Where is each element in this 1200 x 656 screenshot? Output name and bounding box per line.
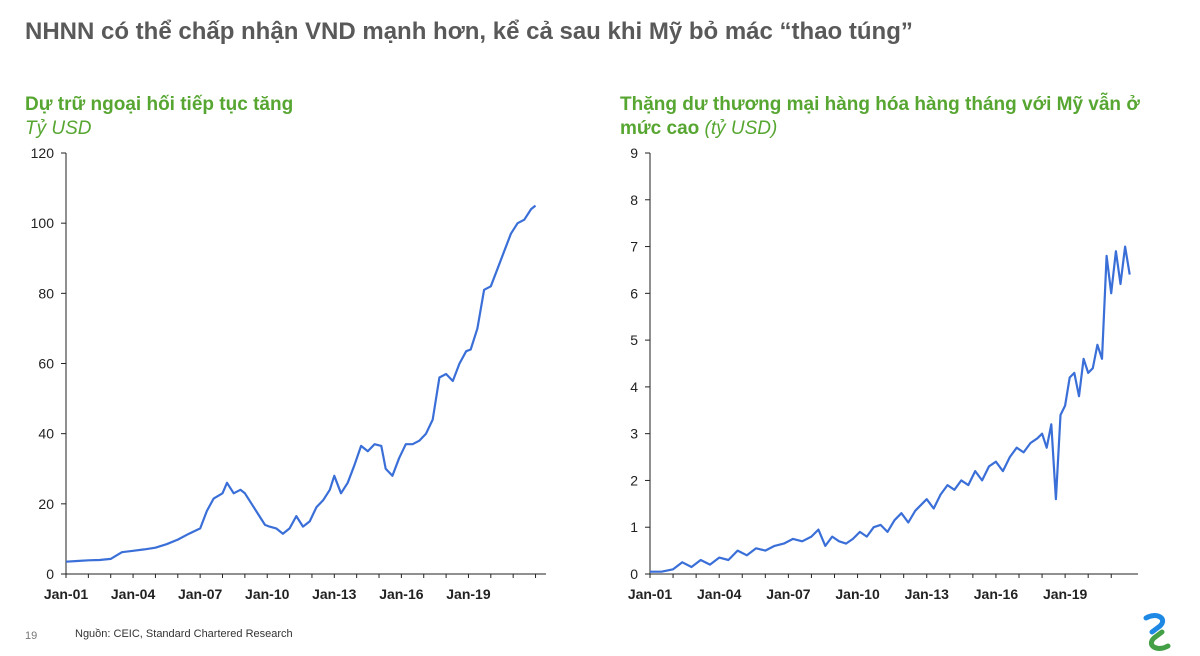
chart-title-trade-text: Thặng dư thương mại hàng hóa hàng tháng … <box>620 94 1140 139</box>
x-tick-label: Jan-19 <box>446 586 491 602</box>
x-tick-label: Jan-07 <box>178 586 223 602</box>
y-tick-label: 40 <box>38 426 54 442</box>
x-tick-label: Jan-07 <box>766 586 811 602</box>
x-tick-label: Jan-10 <box>245 586 290 602</box>
chart-unit-reserves: Tỷ USD <box>25 118 92 139</box>
y-tick-label: 6 <box>630 285 638 301</box>
series-line <box>650 245 1131 573</box>
y-tick-label: 4 <box>630 379 638 395</box>
standard-chartered-logo-icon <box>1143 613 1171 651</box>
y-tick-label: 0 <box>630 566 638 582</box>
y-tick-label: 1 <box>630 519 638 535</box>
series-line <box>65 204 537 563</box>
y-tick-label: 100 <box>31 215 55 231</box>
y-tick-label: 2 <box>630 472 638 488</box>
reserves-chart: 0 20 40 60 80 100 120 Jan-01 Jan-04 Jan-07 Jan-10 J… <box>31 145 546 602</box>
y-tick-label: 80 <box>38 285 54 301</box>
y-tick-label: 8 <box>630 192 638 208</box>
y-tick-label: 60 <box>38 356 54 372</box>
chart-title-reserves-text: Dự trữ ngoại hối tiếp tục tăng <box>25 94 294 115</box>
chart-title-reserves: Dự trữ ngoại hối tiếp tục tăng Tỷ USD <box>25 93 425 141</box>
x-tick-label: Jan-04 <box>111 586 156 602</box>
x-tick-label: Jan-10 <box>835 586 880 602</box>
y-tick-label: 20 <box>38 496 54 512</box>
x-tick-label: Jan-16 <box>974 586 1019 602</box>
trade-surplus-chart: 0 1 2 3 4 5 6 7 8 9 Jan-01 Jan-04 Jan-07 Jan-10 Jan-13… <box>628 145 1138 602</box>
page-number: 19 <box>25 630 38 642</box>
y-tick-label: 120 <box>31 145 55 161</box>
x-tick-label: Jan-04 <box>697 586 742 602</box>
chart-unit-trade: (tỷ USD) <box>704 118 778 139</box>
x-tick-label: Jan-01 <box>628 586 673 602</box>
y-tick-label: 9 <box>630 145 638 161</box>
page-title: NHNN có thể chấp nhận VND mạnh hơn, kể c… <box>25 18 913 45</box>
source-note: Nguồn: CEIC, Standard Chartered Research <box>75 628 293 640</box>
chart-title-trade: Thặng dư thương mại hàng hóa hàng tháng … <box>620 93 1180 141</box>
y-tick-label: 7 <box>630 239 638 255</box>
y-tick-label: 0 <box>46 566 54 582</box>
y-tick-label: 3 <box>630 426 638 442</box>
x-tick-label: Jan-19 <box>1043 586 1088 602</box>
x-tick-label: Jan-16 <box>379 586 424 602</box>
y-tick-label: 5 <box>630 332 638 348</box>
x-tick-label: Jan-13 <box>312 586 357 602</box>
x-tick-label: Jan-01 <box>44 586 89 602</box>
x-tick-label: Jan-13 <box>905 586 950 602</box>
